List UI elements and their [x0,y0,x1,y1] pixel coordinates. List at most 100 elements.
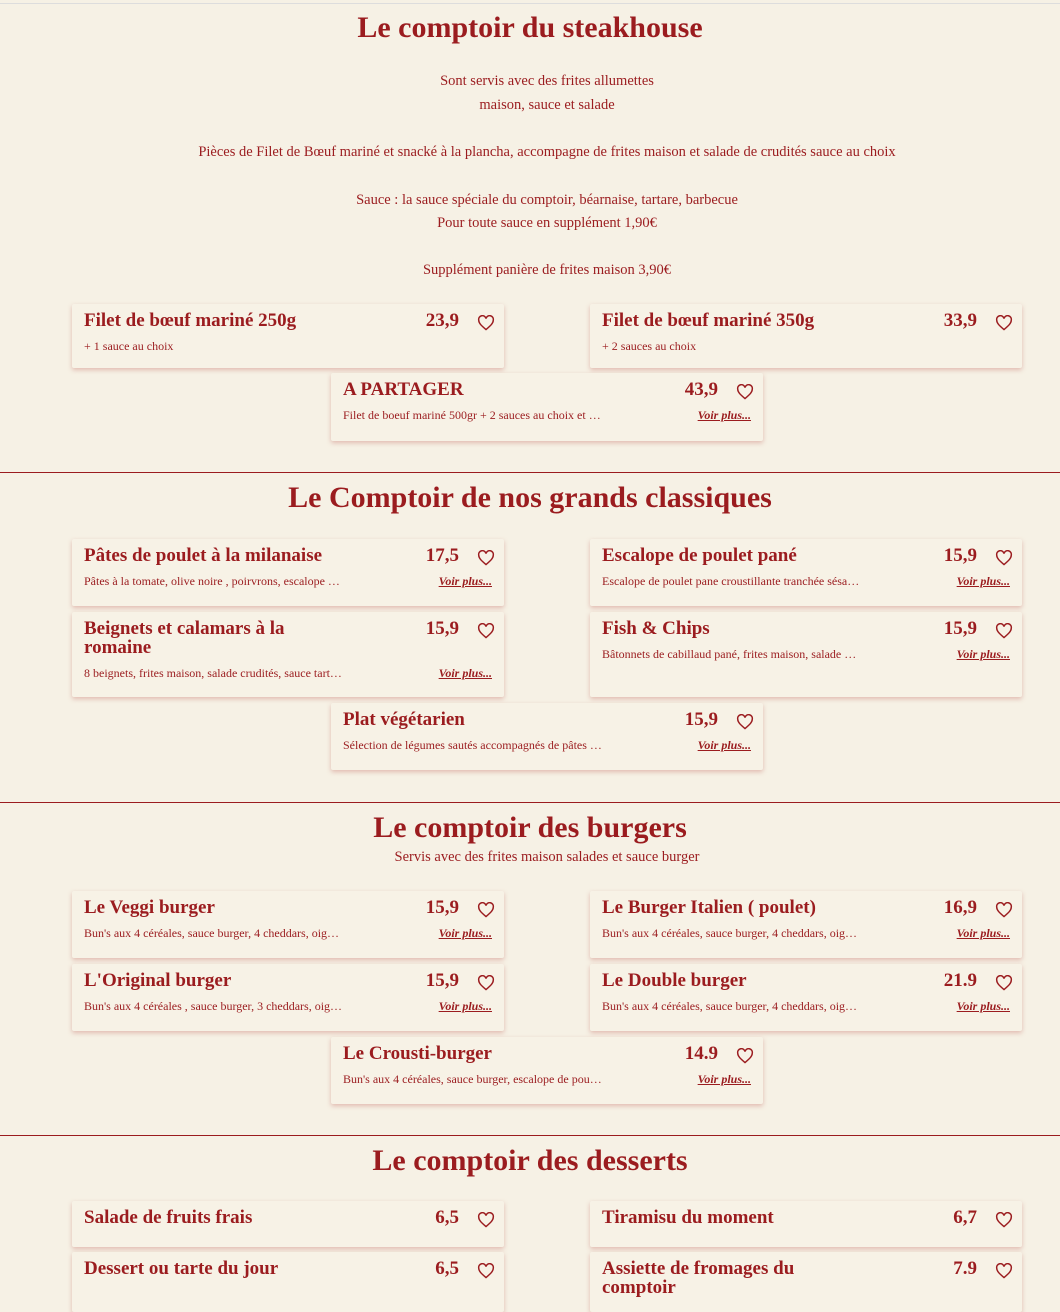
menu-item-card[interactable]: Filet de bœuf mariné 350g 33,9 + 2 sauces … [590,304,1022,368]
favorite-button[interactable] [995,1262,1013,1284]
favorite-button[interactable] [995,549,1013,571]
item-price: 15,9 [425,970,459,991]
see-more-link[interactable]: Voir plus... [697,408,751,422]
section-title: Le comptoir du steakhouse [357,11,703,44]
menu-item-card[interactable]: Filet de bœuf mariné 250g 23,9 + 1 sauce a… [72,304,504,368]
item-price: 17,5 [425,545,459,566]
favorite-button[interactable] [736,713,754,735]
item-description: Bun's aux 4 céréales , sauce burger, 3 c… [84,999,343,1013]
menu-item-card[interactable]: Le Burger Italien ( poulet) 16,9 Bun's aux… [590,891,1022,958]
top-rule [0,3,1060,4]
menu-item-card[interactable]: Fish & Chips 15,9 Bâtonnets de cabillaud p… [590,612,1022,697]
item-name: Le Burger Italien ( poulet) [602,897,816,918]
favorite-button[interactable] [995,901,1013,923]
item-price: 14.9 [684,1043,718,1064]
item-name: Beignets et calamars à la romaine [84,618,285,658]
menu-item-card[interactable]: Pâtes de poulet à la milanaise 17,5 Pâtes … [72,539,504,606]
favorite-button[interactable] [477,314,495,336]
item-price: 15,9 [943,618,977,639]
favorite-button[interactable] [477,1262,495,1284]
item-price: 15,9 [943,545,977,566]
item-description: Bun's aux 4 céréales, sauce burger, 4 ch… [84,926,340,940]
item-price: 7.9 [953,1258,977,1279]
favorite-button[interactable] [477,901,495,923]
menu-item-card[interactable]: Assiette de fromages du comptoir 7.9 [590,1252,1022,1312]
favorite-button[interactable] [477,622,495,644]
item-name: Escalope de poulet pané [602,545,797,566]
item-price: 6,5 [435,1258,459,1279]
favorite-button[interactable] [995,622,1013,644]
menu-item-card[interactable]: Le Double burger 21.9 Bun's aux 4 céréales… [590,964,1022,1031]
see-more-link[interactable]: Voir plus... [438,666,492,680]
see-more-link[interactable]: Voir plus... [438,574,492,588]
menu-item-card[interactable]: Dessert ou tarte du jour 6,5 [72,1252,504,1312]
item-price: 6,5 [435,1207,459,1228]
see-more-link[interactable]: Voir plus... [697,1072,751,1086]
menu-item-card[interactable]: Le Crousti-burger 14.9 Bun's aux 4 céréale… [331,1037,763,1104]
menu-item-card[interactable]: Salade de fruits frais 6,5 [72,1201,504,1247]
section-description: Pour toute sauce en supplément 1,90€ [437,215,657,231]
favorite-button[interactable] [736,1047,754,1069]
see-more-link[interactable]: Voir plus... [956,574,1010,588]
favorite-button[interactable] [995,1211,1013,1233]
item-price: 43,9 [684,379,718,400]
section-description: Supplément panière de frites maison 3,90… [422,262,672,278]
item-name: Salade de fruits frais [84,1207,253,1228]
item-name: Le Veggi burger [84,897,215,918]
item-description: Bun's aux 4 céréales, sauce burger, esca… [343,1072,602,1086]
item-description: Bun's aux 4 céréales, sauce burger, 4 ch… [602,926,858,940]
favorite-button[interactable] [477,1211,495,1233]
section-description: Sauce : la sauce spéciale du comptoir, b… [356,192,738,208]
see-more-link[interactable]: Voir plus... [956,999,1010,1013]
menu-item-card[interactable]: Escalope de poulet pané 15,9 Escalope de p… [590,539,1022,606]
menu-item-card[interactable]: Tiramisu du moment 6,7 [590,1201,1022,1247]
see-more-link[interactable]: Voir plus... [438,926,492,940]
menu-item-card[interactable]: Beignets et calamars à la romaine 15,9 8 b… [72,612,504,697]
favorite-button[interactable] [477,974,495,996]
section-title: Le Comptoir de nos grands classiques [288,481,772,514]
item-name: Plat végétarien [343,709,465,730]
item-description: Filet de boeuf mariné 500gr + 2 sauces a… [343,408,601,422]
menu-item-card[interactable]: A PARTAGER 43,9 Filet de boeuf mariné 500g… [331,373,763,441]
item-price: 15,9 [684,709,718,730]
section-divider [0,472,1060,473]
menu-item-card[interactable]: Plat végétarien 15,9 Sélection de légumes … [331,703,763,770]
item-name: A PARTAGER [343,379,464,400]
see-more-link[interactable]: Voir plus... [956,647,1010,661]
section-subtitle: Servis avec des frites maison salades et… [394,849,700,865]
section-description: maison, sauce et salade [479,97,615,113]
item-name: Assiette de fromages du comptoir [602,1258,795,1298]
item-description: Sélection de légumes sautés accompagnés … [343,738,602,752]
item-price: 15,9 [425,897,459,918]
section-divider [0,1135,1060,1136]
item-name: Le Crousti-burger [343,1043,492,1064]
menu-item-card[interactable]: L'Original burger 15,9 Bun's aux 4 céréale… [72,964,504,1031]
see-more-link[interactable]: Voir plus... [438,999,492,1013]
item-price: 16,9 [943,897,977,918]
item-name: Le Double burger [602,970,747,991]
favorite-button[interactable] [995,314,1013,336]
favorite-button[interactable] [736,383,754,405]
item-name: Filet de bœuf mariné 350g [602,310,815,331]
see-more-link[interactable]: Voir plus... [697,738,751,752]
menu-item-card[interactable]: Le Veggi burger 15,9 Bun's aux 4 céréales,… [72,891,504,958]
item-name: Tiramisu du moment [602,1207,774,1228]
item-description: Bâtonnets de cabillaud pané, frites mais… [602,647,857,661]
section-description: Sont servis avec des frites allumettes [440,73,654,89]
item-price: 15,9 [425,618,459,639]
section-title: Le comptoir des desserts [372,1144,688,1177]
item-description: + 1 sauce au choix [84,339,174,353]
item-price: 6,7 [953,1207,977,1228]
section-title: Le comptoir des burgers [373,811,687,844]
item-name: Filet de bœuf mariné 250g [84,310,297,331]
favorite-button[interactable] [477,549,495,571]
see-more-link[interactable]: Voir plus... [956,926,1010,940]
item-price: 33,9 [943,310,977,331]
item-description: Pâtes à la tomate, olive noire , poirvro… [84,574,340,588]
item-description: Escalope de poulet pane croustillante tr… [602,574,860,588]
favorite-button[interactable] [995,974,1013,996]
item-name: L'Original burger [84,970,232,991]
section-description: Pièces de Filet de Bœuf mariné et snacké… [198,144,896,160]
item-description: 8 beignets, frites maison, salade crudit… [84,666,342,680]
